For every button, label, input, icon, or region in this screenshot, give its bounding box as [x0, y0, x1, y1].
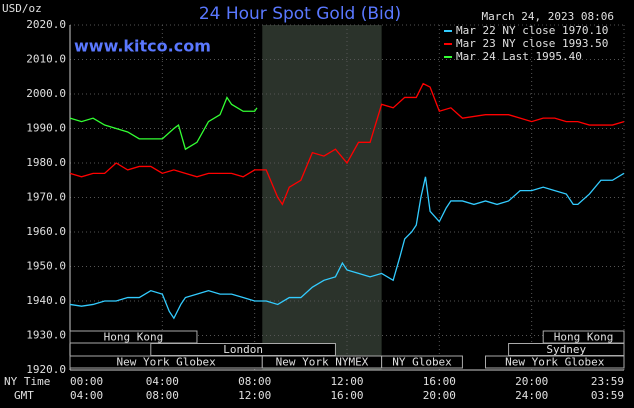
- x-tick-label: 16:00: [423, 375, 456, 388]
- session-label: London: [223, 343, 263, 356]
- y-tick-label: 1950.0: [26, 260, 66, 273]
- session-bar: [69, 330, 198, 344]
- y-tick-label: 2020.0: [26, 18, 66, 31]
- session-label: Sydney: [546, 343, 586, 356]
- legend-label: Mar 24 Last 1995.40: [456, 50, 582, 63]
- series-line: [69, 96, 258, 151]
- x-tick-label: 23:59: [591, 375, 624, 388]
- y-tick-label: 2000.0: [26, 87, 66, 100]
- x2-tick-label: 24:00: [515, 389, 548, 402]
- timestamp: March 24, 2023 08:06: [482, 10, 614, 23]
- x2-tick-label: 12:00: [238, 389, 271, 402]
- legend-label: Mar 22 NY close 1970.10: [456, 24, 608, 37]
- series-line: [69, 172, 625, 320]
- legend-label: Mar 23 NY close 1993.50: [456, 37, 608, 50]
- session-label: New York NYMEX: [276, 356, 369, 369]
- session-label: New York Globex: [505, 356, 605, 369]
- y-tick-label: 2010.0: [26, 53, 66, 66]
- chart-title: 24 Hour Spot Gold (Bid): [199, 4, 401, 24]
- x-tick-label: 04:00: [146, 375, 179, 388]
- x-tick-label: 08:00: [238, 375, 271, 388]
- x2-tick-label: 08:00: [146, 389, 179, 402]
- x2-tick-label: 20:00: [423, 389, 456, 402]
- session-bar: [485, 355, 625, 369]
- y-tick-label: 1940.0: [26, 294, 66, 307]
- shaded-region: [262, 25, 382, 370]
- session-bar: [381, 355, 463, 369]
- y-axis-label: USD/oz: [2, 2, 42, 15]
- x2-tick-label: 03:59: [591, 389, 624, 402]
- session-label: Hong Kong: [104, 331, 164, 344]
- y-tick-label: 1930.0: [26, 329, 66, 342]
- y-tick-label: 1970.0: [26, 191, 66, 204]
- y-tick-label: 1990.0: [26, 122, 66, 135]
- watermark: www.kitco.com: [74, 37, 211, 56]
- y-tick-label: 1960.0: [26, 225, 66, 238]
- session-label: New York Globex: [116, 356, 216, 369]
- x-tick-label: 00:00: [70, 375, 103, 388]
- x-tick-label: 12:00: [330, 375, 363, 388]
- x2-axis-label: GMT: [14, 389, 34, 402]
- x2-tick-label: 16:00: [330, 389, 363, 402]
- x2-tick-label: 04:00: [70, 389, 103, 402]
- y-tick-label: 1920.0: [26, 363, 66, 376]
- y-tick-label: 1980.0: [26, 156, 66, 169]
- session-label: Hong Kong: [554, 331, 614, 344]
- x-tick-label: 20:00: [515, 375, 548, 388]
- x-axis-label: NY Time: [4, 375, 50, 388]
- session-label: NY Globex: [392, 356, 452, 369]
- series-line: [69, 82, 625, 206]
